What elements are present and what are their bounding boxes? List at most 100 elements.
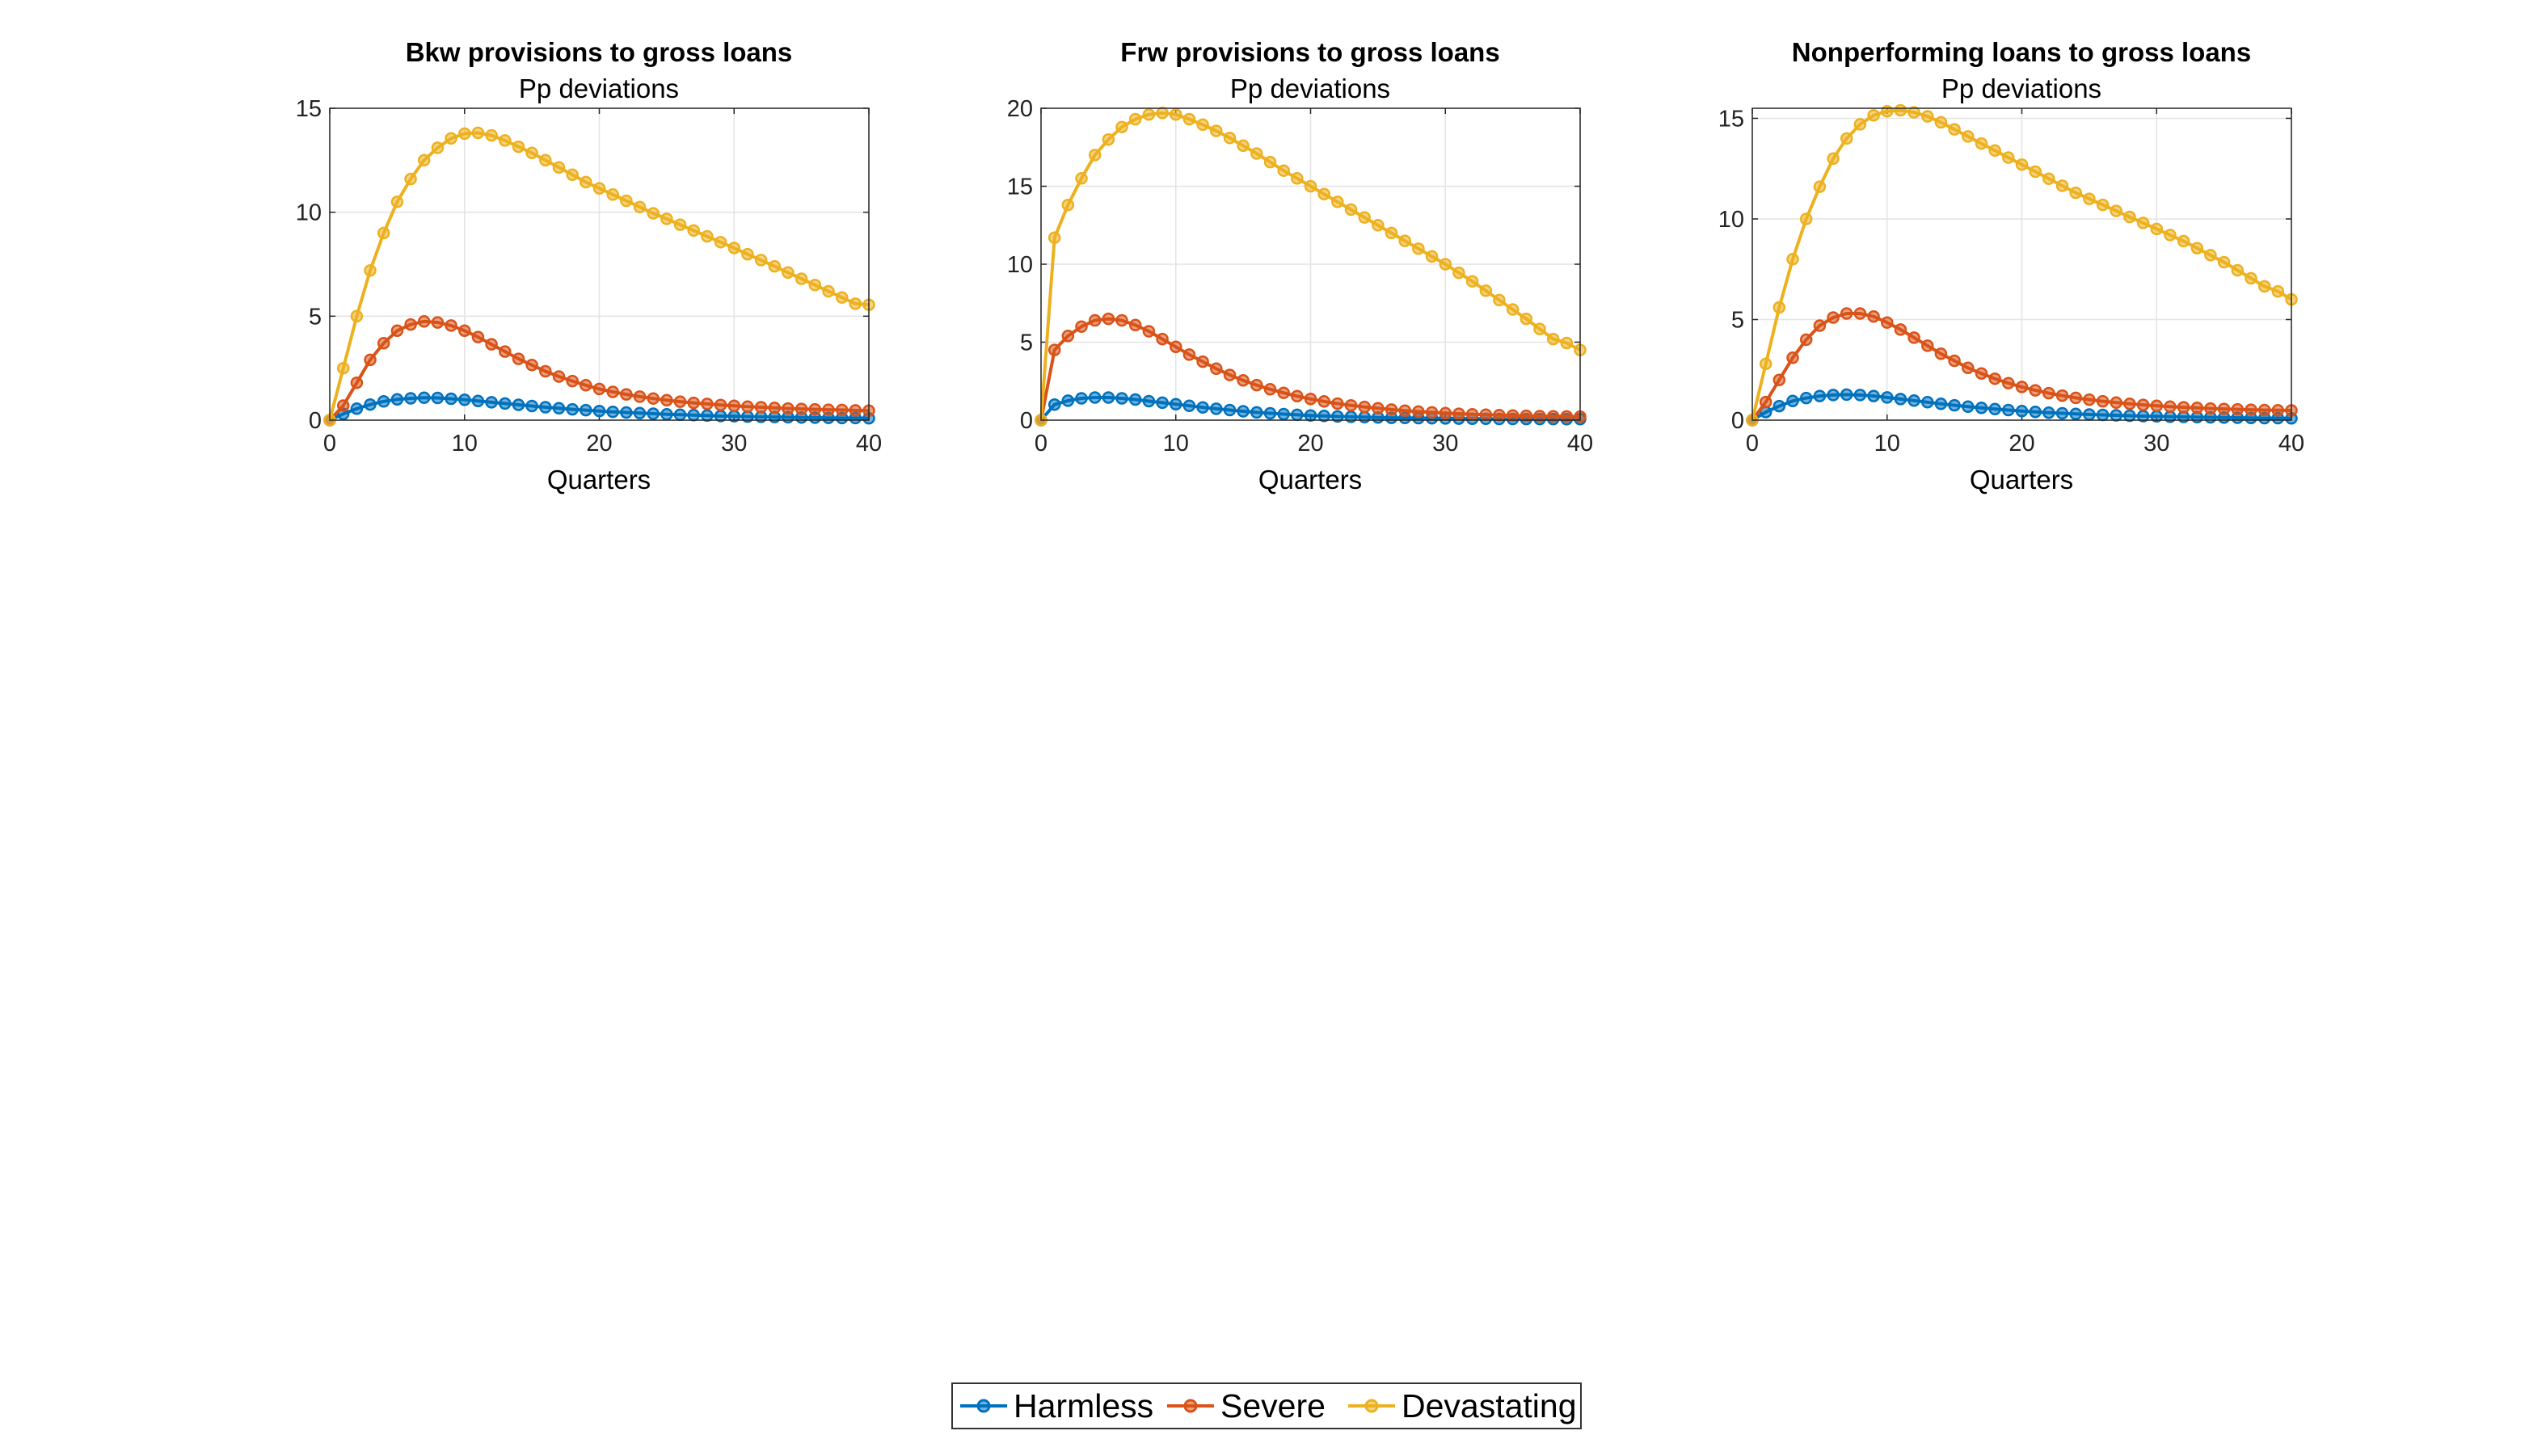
data-point-devastating — [1479, 284, 1493, 297]
legend-box — [951, 1382, 1582, 1429]
data-point-devastating — [1263, 155, 1277, 169]
data-point-devastating — [1813, 180, 1827, 193]
data-point-devastating — [377, 226, 390, 240]
data-point-harmless — [471, 394, 485, 408]
data-point-harmless — [2096, 408, 2110, 422]
legend-label: Severe — [1220, 1387, 1326, 1424]
data-point-devastating — [2257, 280, 2271, 293]
data-point-devastating — [525, 146, 538, 160]
legend-item-severe: Severe — [1167, 1387, 1326, 1424]
legend-label: Harmless — [1014, 1387, 1153, 1424]
data-point-devastating — [701, 229, 714, 243]
data-point-devastating — [350, 309, 364, 323]
data-point-severe — [390, 324, 404, 338]
data-point-severe — [1759, 395, 1773, 409]
data-point-severe — [2190, 402, 2204, 414]
subplot-2-plot-area: 0 10 20 30 40 0 5 10 15 20 — [1007, 96, 1593, 457]
subplot-3-title: Nonperforming loans to gross loans — [1792, 37, 2251, 67]
data-point-devastating — [1786, 253, 1799, 266]
data-point-severe — [592, 382, 606, 396]
data-point-severe — [849, 404, 862, 417]
data-point-harmless — [1277, 407, 1290, 421]
axes-box — [1751, 107, 2292, 421]
data-point-severe — [1210, 362, 1223, 376]
data-point-harmless — [592, 404, 606, 418]
data-point-severe — [2257, 403, 2271, 417]
data-point-devastating — [633, 200, 647, 213]
data-point-severe — [1479, 408, 1493, 421]
data-point-devastating — [512, 140, 525, 154]
x-tick-label: 30 — [2143, 431, 2169, 457]
data-point-harmless — [1237, 405, 1250, 418]
data-point-harmless — [1948, 398, 1961, 412]
data-point-devastating — [1372, 219, 1385, 232]
subplot-1-subtitle: Pp deviations — [519, 74, 679, 103]
data-point-devastating — [822, 284, 835, 298]
data-point-severe — [458, 324, 471, 338]
data-point-severe — [2136, 398, 2150, 411]
data-point-harmless — [673, 408, 687, 422]
data-point-harmless — [660, 408, 673, 421]
data-point-harmless — [2110, 409, 2122, 422]
data-point-devastating — [1493, 293, 1506, 307]
data-point-severe — [2042, 386, 2055, 400]
data-point-severe — [539, 364, 552, 378]
data-point-severe — [714, 398, 727, 411]
data-point-harmless — [1317, 410, 1330, 423]
data-point-devastating — [1546, 332, 1560, 346]
data-point-devastating — [2096, 198, 2110, 212]
data-point-devastating — [2245, 271, 2257, 285]
data-point-severe — [633, 390, 647, 403]
axes-box — [1040, 107, 1581, 421]
data-point-devastating — [687, 224, 700, 238]
data-point-harmless — [1102, 391, 1115, 404]
data-point-devastating — [1773, 301, 1786, 314]
data-point-severe — [1934, 347, 1948, 360]
data-point-devastating — [1331, 196, 1344, 208]
data-point-devastating — [768, 259, 782, 273]
data-point-devastating — [1881, 104, 1894, 118]
data-point-severe — [1115, 314, 1128, 327]
data-point-harmless — [417, 391, 431, 404]
data-point-severe — [1881, 316, 1894, 329]
data-point-harmless — [1921, 396, 1934, 409]
data-point-devastating — [1142, 107, 1156, 121]
data-point-severe — [2217, 402, 2231, 415]
data-point-severe — [1385, 403, 1398, 416]
data-point-severe — [1894, 323, 1907, 336]
data-point-devastating — [849, 297, 862, 310]
data-point-devastating — [1452, 266, 1465, 280]
data-point-severe — [485, 338, 498, 351]
subplot-1-plot-area: 0 10 20 30 40 0 5 10 15 — [296, 96, 882, 457]
data-point-devastating — [592, 182, 606, 195]
data-point-severe — [1840, 307, 1853, 320]
y-tick-label: 15 — [1007, 175, 1033, 200]
data-point-devastating — [1182, 112, 1196, 126]
data-point-severe — [2231, 402, 2245, 416]
legend: Harmless Severe Devastating — [951, 1382, 1582, 1429]
data-point-harmless — [1115, 392, 1128, 405]
data-point-severe — [754, 401, 768, 414]
data-point-severe — [2177, 401, 2190, 414]
data-point-harmless — [2002, 403, 2015, 417]
data-point-severe — [1493, 409, 1506, 422]
data-point-severe — [1786, 351, 1799, 364]
data-point-severe — [1088, 314, 1102, 327]
data-point-harmless — [1304, 409, 1317, 422]
data-point-severe — [1560, 410, 1574, 423]
data-point-severe — [1344, 398, 1358, 412]
x-tick-label: 0 — [1035, 431, 1047, 457]
data-point-harmless — [1156, 396, 1169, 410]
data-point-devastating — [1962, 130, 1975, 143]
data-point-severe — [2110, 396, 2122, 410]
data-point-devastating — [1506, 303, 1520, 316]
data-point-devastating — [741, 247, 754, 261]
data-point-severe — [660, 393, 673, 407]
data-point-harmless — [1170, 398, 1182, 411]
data-point-harmless — [633, 406, 647, 420]
data-point-harmless — [1142, 394, 1156, 408]
x-tick-label: 10 — [452, 431, 478, 457]
data-point-devastating — [1560, 336, 1574, 350]
data-point-harmless — [2069, 407, 2082, 421]
data-point-severe — [1128, 318, 1142, 332]
